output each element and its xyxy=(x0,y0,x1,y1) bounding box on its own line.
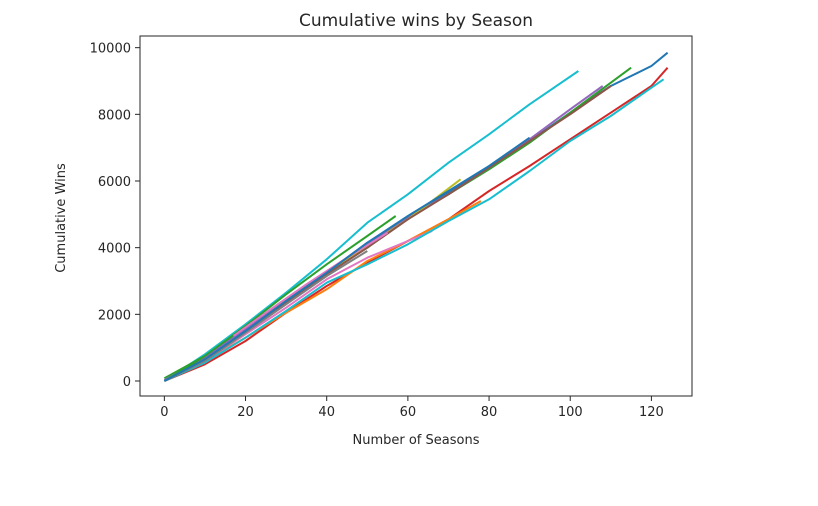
x-tick-label: 100 xyxy=(558,405,583,420)
series-line-12 xyxy=(163,250,368,382)
series-line-1 xyxy=(163,70,579,382)
x-axis-ticks: 0 20 40 60 80 100 120 xyxy=(160,396,664,420)
series-line-13 xyxy=(232,231,389,337)
y-axis-label: Cumulative Wins xyxy=(54,163,69,273)
y-tick-label: 6000 xyxy=(98,175,131,190)
chart-title: Cumulative wins by Season xyxy=(299,11,533,31)
series-line-11 xyxy=(163,78,665,382)
y-tick-label: 10000 xyxy=(90,42,131,57)
plot-lines xyxy=(163,51,669,382)
x-tick-label: 0 xyxy=(160,405,168,420)
plot-frame xyxy=(139,35,693,397)
x-tick-label: 120 xyxy=(639,405,664,420)
x-tick-label: 80 xyxy=(481,405,498,420)
y-axis-ticks: 0 2000 4000 6000 8000 10000 xyxy=(90,42,140,390)
y-tick-label: 2000 xyxy=(98,308,131,323)
x-tick-label: 40 xyxy=(318,405,335,420)
series-line-14 xyxy=(163,136,531,382)
x-tick-label: 20 xyxy=(237,405,254,420)
x-tick-label: 60 xyxy=(400,405,417,420)
y-tick-label: 8000 xyxy=(98,108,131,123)
y-tick-label: 4000 xyxy=(98,242,131,257)
x-axis-label: Number of Seasons xyxy=(353,433,480,448)
series-line-10 xyxy=(163,215,397,382)
y-tick-label: 0 xyxy=(123,375,131,390)
